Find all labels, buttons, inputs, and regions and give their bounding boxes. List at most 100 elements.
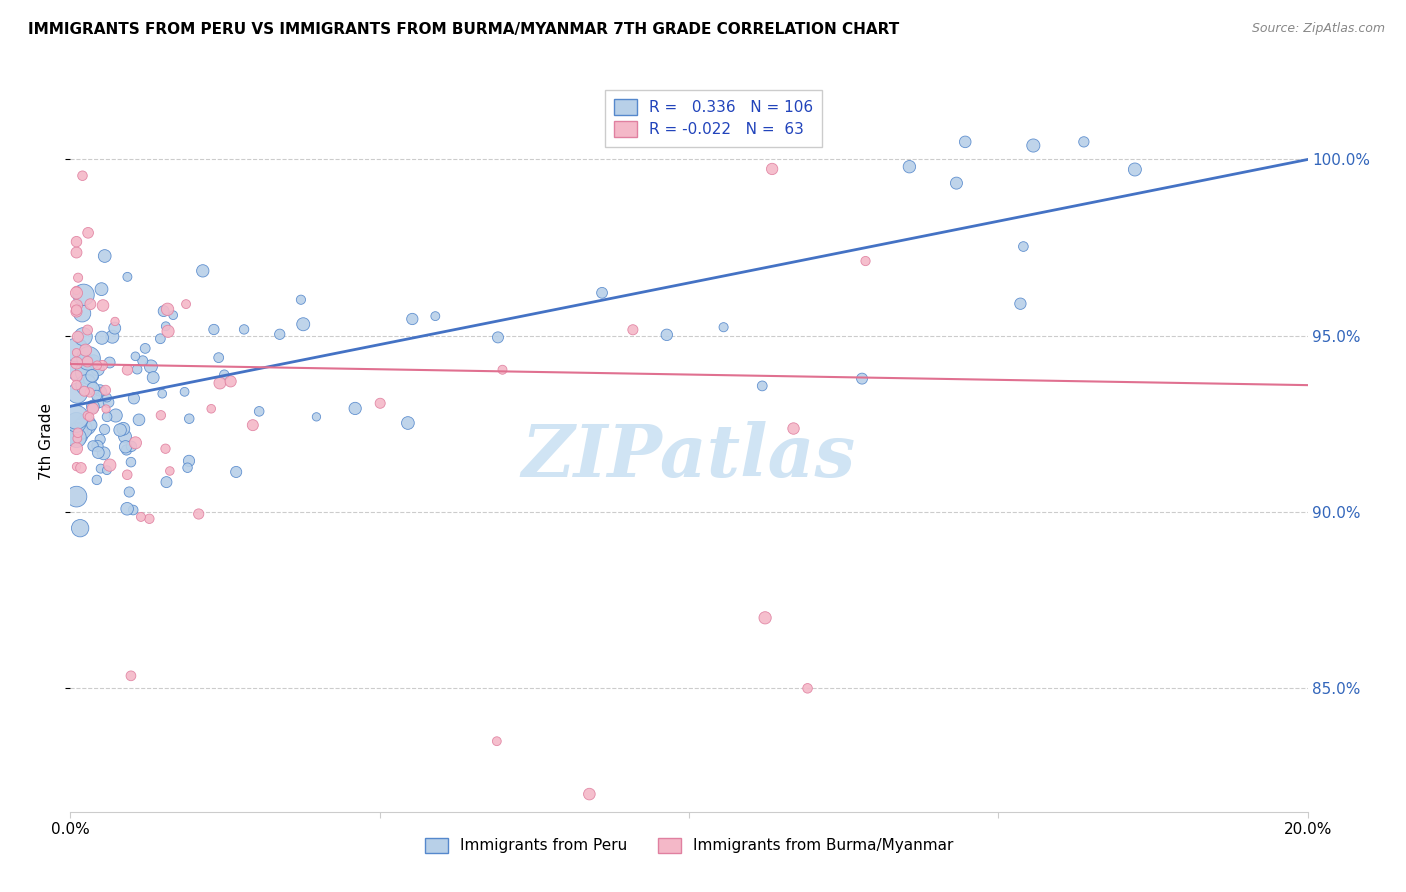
Point (491, 363, 513, 377)
Point (219, 375, 242, 389)
Point (91, 359, 114, 373)
Point (82, 381, 104, 395)
Point (138, 512, 160, 526)
Point (124, 435, 146, 450)
Point (104, 409, 127, 423)
Point (96, 391, 118, 405)
Point (76, 323, 98, 337)
Point (65, 235, 87, 249)
Point (115, 501, 138, 516)
Point (156, 302, 179, 317)
Point (72, 288, 94, 302)
Point (214, 368, 236, 382)
Point (114, 440, 136, 454)
Point (93, 249, 115, 263)
Point (65, 442, 87, 456)
Point (290, 293, 312, 307)
Point (94, 401, 117, 416)
Point (76, 365, 98, 379)
Point (82, 400, 104, 414)
Point (91, 331, 114, 345)
Point (134, 342, 156, 356)
Point (155, 319, 177, 334)
Point (75, 378, 97, 392)
Point (269, 327, 291, 342)
Point (79, 385, 101, 400)
Point (104, 321, 127, 335)
Point (98, 458, 121, 472)
Point (83, 369, 105, 384)
Point (91, 384, 114, 399)
Point (486, 330, 509, 344)
Point (96, 409, 118, 424)
Point (591, 285, 613, 300)
Point (82, 354, 104, 368)
Point (94, 383, 117, 397)
Point (98, 355, 121, 369)
Point (368, 396, 391, 410)
Point (76, 354, 98, 368)
Point (176, 460, 198, 475)
Point (70, 461, 93, 475)
Point (621, 323, 644, 337)
Point (292, 317, 315, 331)
Point (86, 473, 108, 487)
Point (93, 422, 115, 436)
Point (80, 417, 103, 432)
Point (129, 509, 152, 524)
Point (782, 421, 804, 435)
Point (152, 304, 174, 318)
Point (578, 787, 600, 801)
Point (127, 362, 149, 376)
Point (396, 416, 419, 430)
Point (65, 427, 87, 442)
Point (65, 343, 87, 357)
Point (242, 418, 264, 433)
Point (305, 409, 328, 424)
Point (79, 409, 101, 424)
Point (150, 386, 173, 401)
Point (90, 461, 112, 475)
Point (69, 521, 91, 535)
Point (91, 298, 114, 312)
Point (72, 329, 94, 343)
Point (115, 467, 138, 482)
Point (70, 306, 93, 320)
Point (142, 370, 165, 384)
Point (233, 322, 256, 336)
Point (1022, 138, 1045, 153)
Point (65, 431, 87, 445)
Point (65, 298, 87, 312)
Point (73, 384, 96, 399)
Point (157, 324, 180, 338)
Point (65, 285, 87, 300)
Point (77, 226, 100, 240)
Point (122, 392, 145, 406)
Point (86, 388, 108, 402)
Text: Source: ZipAtlas.com: Source: ZipAtlas.com (1251, 22, 1385, 36)
Text: ZIPatlas: ZIPatlas (522, 421, 856, 491)
Point (173, 384, 195, 399)
Point (851, 371, 873, 385)
Point (96, 463, 118, 477)
Point (120, 455, 142, 469)
Point (97, 395, 120, 409)
Point (114, 429, 136, 443)
Point (66, 432, 89, 446)
Point (65, 378, 87, 392)
Point (65, 459, 87, 474)
Point (177, 454, 200, 468)
Point (87, 362, 110, 376)
Point (118, 485, 141, 500)
Point (66, 386, 89, 401)
Point (104, 314, 127, 328)
Point (75, 417, 97, 432)
Point (67, 270, 90, 285)
Point (208, 376, 231, 390)
Point (208, 351, 231, 365)
Legend: Immigrants from Peru, Immigrants from Burma/Myanmar: Immigrants from Peru, Immigrants from Bu… (419, 831, 959, 860)
Point (117, 269, 139, 284)
Point (128, 413, 150, 427)
Point (187, 507, 209, 521)
Point (93, 446, 115, 460)
